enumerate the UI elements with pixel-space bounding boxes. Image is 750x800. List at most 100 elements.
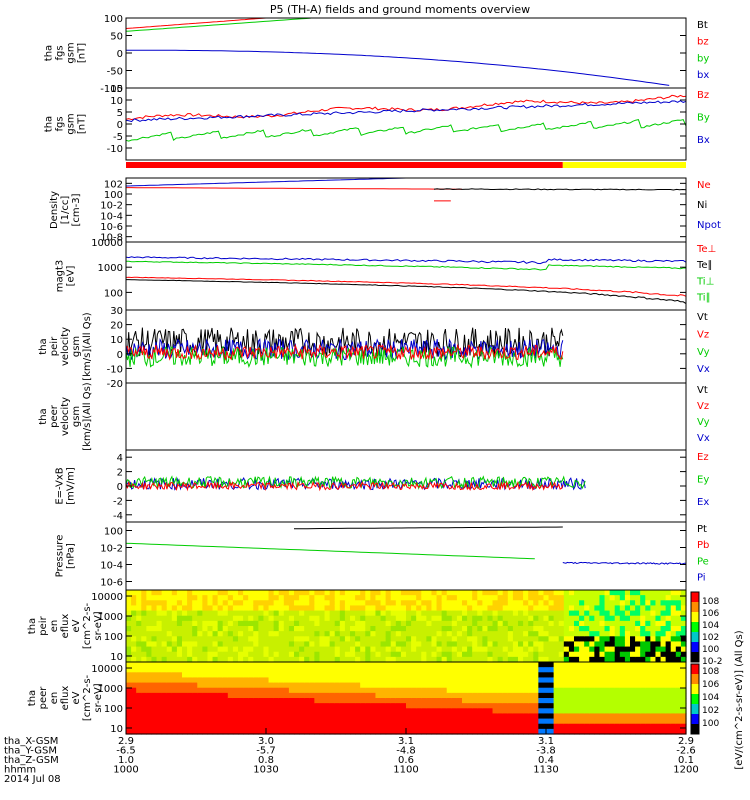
x-tick-label: 2.9: [678, 736, 694, 747]
spec-cell: [568, 610, 575, 617]
spec-cell: [599, 595, 606, 601]
spec-cell: [131, 698, 137, 704]
spec-cell: [136, 631, 142, 637]
spec-cell: [375, 620, 382, 627]
spec-cell: [339, 646, 346, 653]
spec-cell: [574, 667, 580, 673]
spec-cell: [146, 636, 153, 643]
spec-cell: [645, 687, 651, 694]
spec-cell: [319, 682, 326, 689]
spec-cell: [238, 708, 244, 715]
spec-cell: [263, 687, 270, 694]
spec-cell: [222, 672, 229, 679]
spec-cell: [421, 723, 427, 730]
spec-cell: [171, 590, 178, 596]
colorbar-tick: 104: [702, 621, 719, 631]
spec-cell: [604, 667, 611, 673]
spec-cell: [151, 703, 158, 709]
spec-cell: [314, 605, 321, 612]
spec-cell: [558, 631, 565, 637]
spec-cell: [309, 600, 315, 607]
spec-cell: [568, 682, 575, 689]
spec-cell: [456, 636, 463, 643]
spec-cell: [136, 626, 142, 632]
spec-cell: [253, 723, 259, 730]
spec-cell: [222, 687, 229, 694]
spec-cell: [238, 620, 244, 627]
spec-cell: [680, 728, 687, 735]
y-tick-label: 10: [110, 652, 123, 663]
spec-cell: [518, 662, 524, 668]
spec-cell: [574, 656, 580, 663]
spec-cell: [599, 656, 606, 663]
spec-cell: [528, 631, 534, 637]
spec-cell: [635, 641, 641, 648]
spec-cell: [436, 626, 443, 632]
spec-cell: [635, 656, 641, 663]
spec-cell: [365, 641, 371, 648]
spec-cell: [395, 646, 402, 653]
spec-cell: [482, 708, 489, 715]
spec-cell: [553, 667, 560, 673]
spec-cell: [584, 595, 590, 601]
spec-cell: [329, 656, 336, 663]
spec-cell: [660, 646, 667, 653]
spec-cell: [472, 728, 478, 735]
spec-cell: [421, 672, 427, 679]
spec-cell: [584, 692, 590, 699]
spec-cell: [319, 636, 326, 643]
spec-cell: [650, 713, 657, 720]
spec-cell: [263, 682, 270, 689]
spec-cell: [431, 672, 438, 679]
spec-cell: [258, 590, 265, 596]
spec-cell: [538, 698, 545, 704]
spec-cell: [146, 682, 153, 689]
spec-cell: [238, 667, 244, 673]
spec-cell: [355, 620, 361, 627]
spec-cell: [309, 636, 315, 643]
spec-cell: [411, 626, 417, 632]
spec-cell: [400, 636, 407, 643]
spec-cell: [146, 692, 153, 699]
spec-cell: [314, 677, 321, 684]
spec-cell: [421, 682, 427, 689]
spec-cell: [268, 605, 275, 612]
spec-cell: [350, 600, 356, 607]
spec-cell: [675, 646, 682, 653]
spec-cell: [288, 662, 295, 668]
spec-cell: [126, 595, 132, 601]
spec-cell: [482, 687, 489, 694]
spec-cell: [324, 708, 331, 715]
spec-cell: [675, 662, 682, 668]
spec-cell: [604, 687, 611, 694]
spec-cell: [619, 590, 626, 596]
spec-cell: [243, 615, 249, 622]
spec-cell: [416, 708, 422, 715]
spec-cell: [467, 615, 473, 622]
x-tick-label: 1100: [393, 765, 418, 776]
y-axis-label: [cm^2-s-: [82, 602, 93, 649]
spec-cell: [314, 610, 321, 617]
spec-cell: [304, 656, 310, 663]
spec-cell: [416, 692, 422, 699]
spec-cell: [370, 703, 377, 709]
spec-cell: [248, 641, 254, 648]
spec-cell: [243, 631, 249, 637]
spec-cell: [609, 672, 616, 679]
spec-cell: [227, 723, 234, 730]
spec-cell: [446, 631, 453, 637]
spec-cell: [243, 662, 249, 668]
spec-cell: [278, 662, 285, 668]
spec-cell: [650, 682, 657, 689]
spec-cell: [594, 631, 601, 637]
spec-cell: [227, 610, 234, 617]
spec-cell: [355, 656, 361, 663]
spec-cell: [477, 651, 483, 658]
spec-cell: [187, 667, 193, 673]
spec-cell: [436, 692, 443, 699]
spec-cell: [528, 667, 534, 673]
spec-cell: [431, 636, 438, 643]
spec-cell: [472, 667, 478, 673]
spec-cell: [599, 605, 606, 612]
spec-cell: [126, 703, 132, 709]
